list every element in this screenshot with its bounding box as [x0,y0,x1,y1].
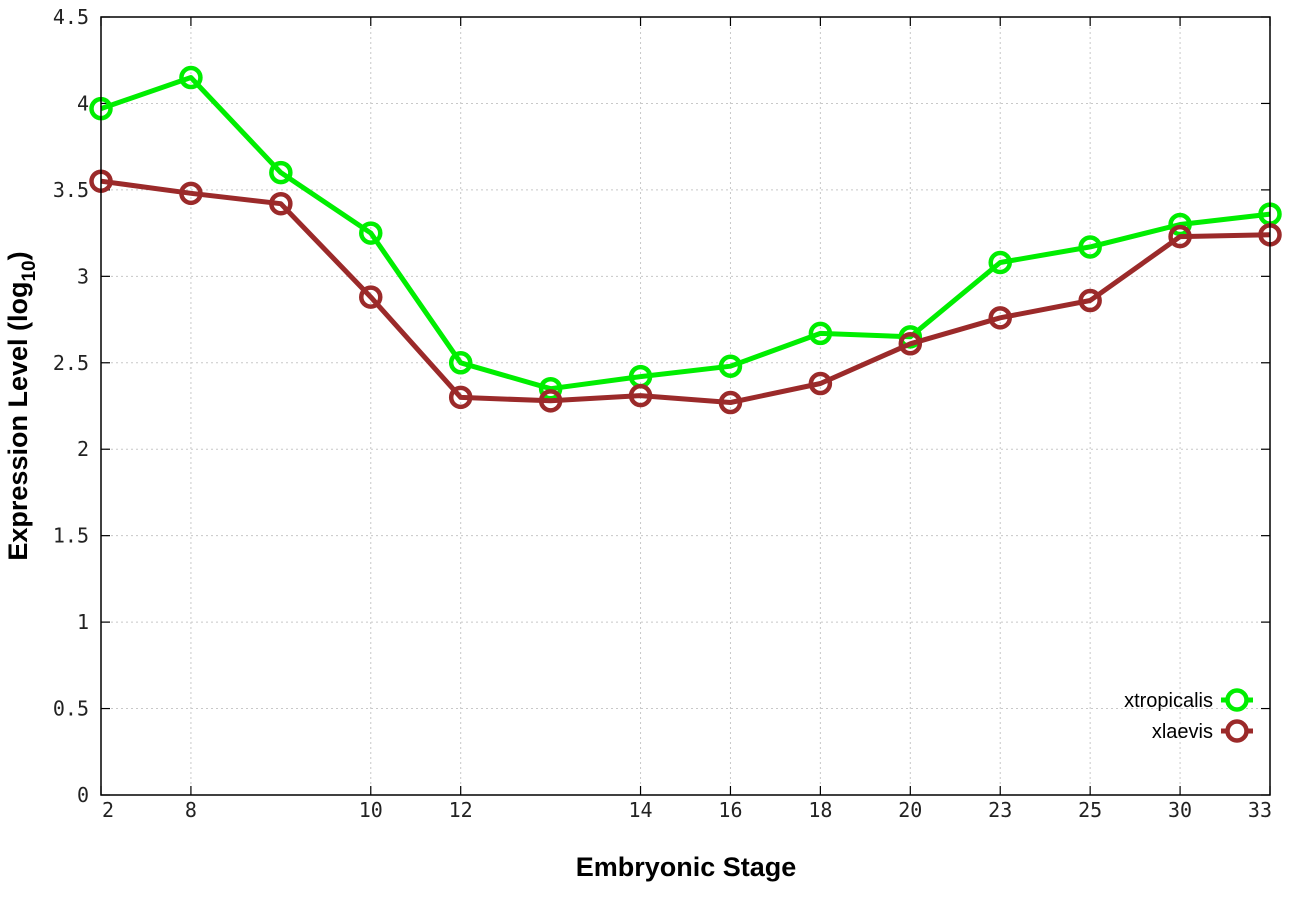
data-point [718,390,743,415]
plot-frame [100,16,1271,796]
data-point [359,285,383,309]
legend-marker [1225,688,1249,712]
data-point [808,321,833,346]
series-xtropicalis [89,65,1282,401]
legend: xtropicalis xlaevis [1124,688,1253,743]
series-xlaevis [89,169,1282,415]
x-tick-label: 10 [359,798,383,822]
legend-marker [1225,719,1249,743]
data-point [988,250,1012,275]
data-point [808,371,833,396]
x-axis-title: Embryonic Stage [576,852,797,882]
data-point [1078,235,1102,259]
x-tick-label: 12 [449,798,473,822]
legend-label: xlaevis [1152,721,1213,743]
grid [101,17,1270,795]
data-point [359,221,383,245]
y-tick-label: 1.5 [53,524,89,548]
data-point [1168,224,1192,249]
data-point [448,351,473,375]
x-tick-label: 25 [1078,798,1102,822]
data-point [538,389,563,413]
data-point [179,181,203,206]
data-point [448,385,473,410]
data-point [718,354,743,378]
series-line [100,178,1271,405]
y-axis-title: Expression Level (log10) [3,251,40,560]
data-point [269,191,293,216]
x-tick-label: 16 [718,798,742,822]
data-point [179,65,203,90]
x-tick-label: 18 [808,798,832,822]
data-point [898,332,923,356]
x-tick-label: 2 [102,798,114,822]
series-line [100,75,1271,392]
y-tick-label: 0.5 [53,697,89,721]
x-tick-label: 8 [185,798,197,822]
y-tick-label: 2.5 [53,351,89,375]
data-point [1168,212,1192,237]
x-tick-label: 33 [1248,798,1272,822]
data-point [269,160,293,185]
y-tick-label: 0 [77,783,89,807]
data-point [1078,288,1102,313]
axis-ticks: 0 0.5 1 1.5 2 2.5 3 3.5 4 4.5 2 8 10 12 14 16 18 20 23 25 30… [53,5,1272,822]
y-tick-label: 3.5 [53,178,89,202]
y-tick-label: 4.5 [53,5,89,29]
y-tick-label: 3 [77,264,89,288]
x-tick-label: 20 [898,798,922,822]
x-tick-label: 30 [1168,798,1192,822]
data-point [988,306,1012,330]
legend-label: xtropicalis [1124,690,1213,712]
data-point [628,383,653,408]
y-tick-label: 4 [77,91,89,115]
data-point [538,376,563,401]
series-layer [89,65,1282,415]
y-tick-label: 2 [77,437,89,461]
y-tick-label: 1 [77,610,89,634]
x-tick-label: 14 [628,798,652,822]
x-tick-label: 23 [988,798,1012,822]
